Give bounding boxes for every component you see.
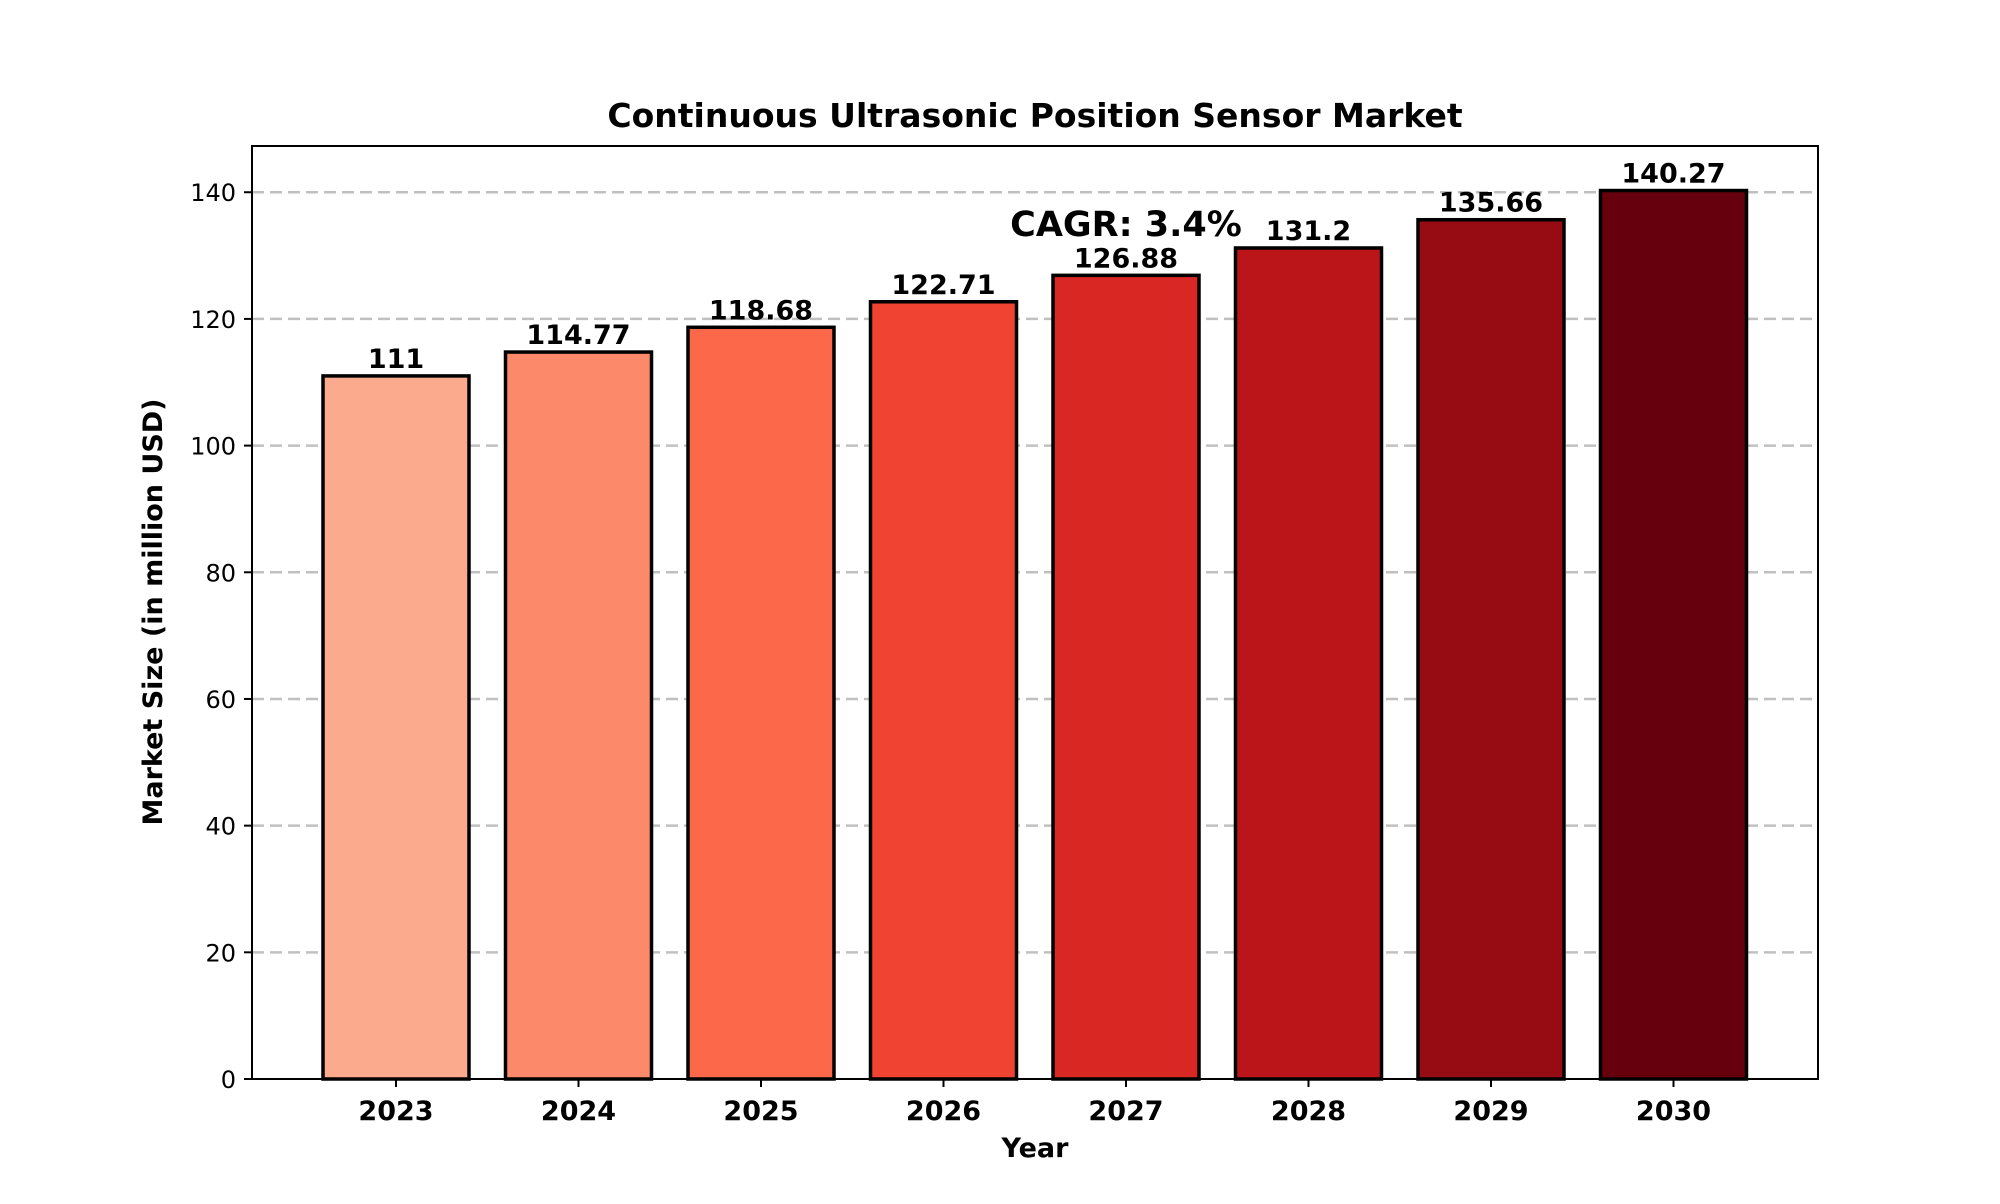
x-tick-label-2029: 2029 bbox=[1453, 1096, 1528, 1127]
x-tick-label-2030: 2030 bbox=[1636, 1096, 1711, 1127]
bar-2030 bbox=[1598, 188, 1749, 1081]
value-label-2023: 111 bbox=[368, 344, 424, 375]
plot-frame bbox=[251, 145, 1819, 1080]
x-tick-label-2028: 2028 bbox=[1271, 1096, 1346, 1127]
bar-2026 bbox=[868, 300, 1019, 1081]
y-tick-label: 20 bbox=[205, 939, 236, 967]
y-tick-label: 120 bbox=[190, 306, 236, 334]
value-labels: 111 114.77 118.68 122.71 126.88 131.2 135.66 14… bbox=[368, 159, 1726, 375]
bar-2024 bbox=[503, 350, 654, 1081]
x-tick-label-2025: 2025 bbox=[723, 1096, 798, 1127]
x-tick-label-2027: 2027 bbox=[1088, 1096, 1163, 1127]
chart-title: Continuous Ultrasonic Position Sensor Ma… bbox=[607, 96, 1462, 135]
x-tick-label-2024: 2024 bbox=[541, 1096, 616, 1127]
value-label-2028: 131.2 bbox=[1266, 216, 1351, 247]
bar-2027 bbox=[1051, 273, 1201, 1081]
y-tick-label: 80 bbox=[205, 559, 236, 587]
y-tick-label: 100 bbox=[190, 433, 236, 461]
bar-2025 bbox=[686, 325, 836, 1081]
y-tick-label: 60 bbox=[205, 686, 236, 714]
value-label-2029: 135.66 bbox=[1439, 188, 1543, 219]
value-label-2026: 122.71 bbox=[891, 270, 995, 301]
value-label-2024: 114.77 bbox=[526, 320, 630, 351]
y-tick-label: 0 bbox=[221, 1066, 236, 1094]
y-tick-label: 140 bbox=[190, 179, 236, 207]
bar-2028 bbox=[1233, 246, 1384, 1081]
value-label-2030: 140.27 bbox=[1621, 159, 1725, 190]
x-tick-label-2026: 2026 bbox=[906, 1096, 981, 1127]
cagr-annotation: CAGR: 3.4% bbox=[1010, 205, 1242, 245]
value-label-2027: 126.88 bbox=[1074, 243, 1178, 274]
bar-2029 bbox=[1416, 217, 1566, 1081]
y-tick-label: 40 bbox=[205, 813, 236, 841]
axes: 0 20 40 60 80 100 120 140 2023 2024 2025 2026 2027 20… bbox=[190, 145, 1819, 1127]
x-tick-label-2023: 2023 bbox=[358, 1096, 433, 1127]
x-axis-title: Year bbox=[1001, 1133, 1070, 1164]
value-label-2025: 118.68 bbox=[709, 295, 813, 326]
y-axis-title: Market Size (in million USD) bbox=[138, 398, 169, 825]
bar-2023 bbox=[321, 374, 471, 1081]
